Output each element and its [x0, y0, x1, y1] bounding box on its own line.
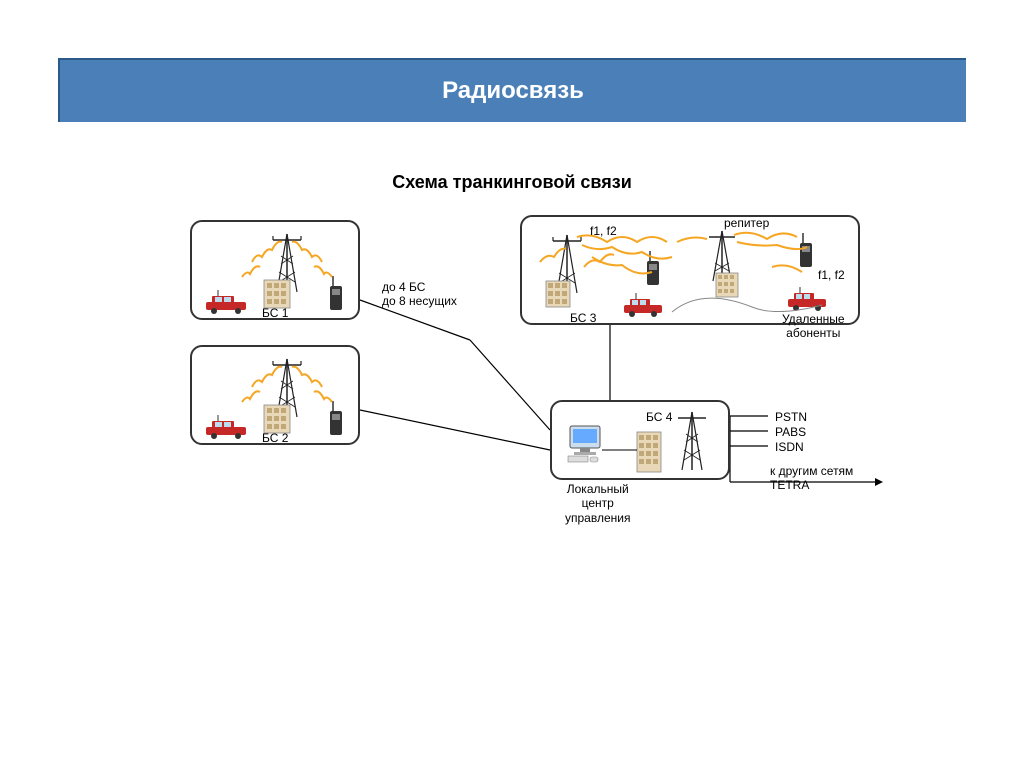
subtitle: Схема транкинговой связи	[0, 172, 1024, 193]
f1f2-b-label: f1, f2	[818, 268, 845, 282]
car-icon	[206, 290, 246, 314]
bs1-box	[190, 220, 360, 320]
remote-label: Удаленные абоненты	[782, 312, 845, 341]
tetra-label: к другим сетям TETRA	[770, 464, 853, 493]
bs1-label: БС 1	[262, 306, 288, 320]
isdn-label: ISDN	[775, 440, 804, 454]
capacity-label: до 4 БС до 8 несущих	[382, 280, 457, 309]
f1f2-a-label: f1, f2	[590, 224, 617, 238]
bs2-label: БС 2	[262, 431, 288, 445]
pabs-label: PABS	[775, 425, 806, 439]
title-bar: Радиосвязь	[58, 58, 966, 122]
repeater-label: репитер	[724, 216, 769, 230]
bs4-label: БС 4	[646, 410, 672, 424]
network-diagram: БС 1	[170, 210, 890, 550]
bs3-label: БС 3	[570, 311, 596, 325]
radio-icon	[330, 276, 342, 310]
control-label: Локальный центр управления	[565, 482, 630, 525]
title-text: Радиосвязь	[442, 77, 584, 105]
bs3-box	[520, 215, 860, 325]
bs2-box	[190, 345, 360, 445]
monitor-icon	[568, 426, 600, 462]
pstn-label: PSTN	[775, 410, 807, 424]
control-contents	[552, 402, 732, 482]
control-box	[550, 400, 730, 480]
building-icon	[264, 280, 290, 308]
